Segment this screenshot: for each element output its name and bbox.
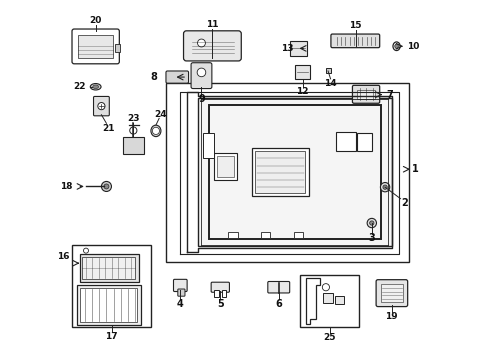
Text: 15: 15 — [349, 21, 361, 30]
FancyBboxPatch shape — [267, 282, 289, 293]
Ellipse shape — [394, 44, 398, 48]
Circle shape — [197, 68, 205, 77]
FancyBboxPatch shape — [183, 31, 241, 61]
Text: 24: 24 — [154, 110, 167, 119]
Text: 14: 14 — [324, 79, 336, 88]
Ellipse shape — [93, 85, 99, 89]
Bar — [115, 44, 120, 51]
Bar — [255, 151, 305, 193]
Bar — [228, 231, 237, 238]
Bar — [72, 244, 151, 327]
Bar — [335, 132, 355, 151]
Bar — [357, 133, 371, 150]
FancyBboxPatch shape — [375, 280, 407, 307]
Bar — [214, 153, 237, 180]
Bar — [251, 148, 308, 196]
Bar — [334, 296, 344, 305]
Circle shape — [101, 181, 111, 192]
FancyBboxPatch shape — [211, 282, 229, 292]
Text: 16: 16 — [57, 252, 69, 261]
Bar — [380, 284, 402, 302]
Bar — [300, 275, 359, 327]
FancyBboxPatch shape — [93, 96, 109, 116]
FancyBboxPatch shape — [330, 34, 379, 48]
Bar — [165, 83, 408, 262]
Text: 9: 9 — [198, 94, 204, 104]
Bar — [203, 134, 214, 158]
Bar — [122, 137, 144, 154]
FancyBboxPatch shape — [178, 289, 184, 296]
Text: 10: 10 — [407, 42, 419, 51]
FancyBboxPatch shape — [72, 29, 119, 64]
FancyBboxPatch shape — [290, 41, 306, 56]
FancyBboxPatch shape — [294, 65, 309, 79]
Circle shape — [98, 103, 105, 110]
Ellipse shape — [151, 125, 161, 136]
Circle shape — [152, 127, 159, 134]
Bar — [80, 253, 139, 282]
Text: 17: 17 — [105, 332, 118, 341]
Bar — [78, 35, 113, 58]
Text: 1: 1 — [411, 164, 418, 174]
Bar — [80, 288, 137, 322]
Text: 21: 21 — [102, 123, 115, 132]
Text: 3: 3 — [367, 233, 374, 243]
Bar — [221, 291, 226, 297]
Circle shape — [366, 219, 376, 228]
Text: 7: 7 — [386, 90, 392, 100]
Ellipse shape — [90, 84, 101, 90]
FancyBboxPatch shape — [191, 63, 211, 89]
Polygon shape — [198, 98, 391, 246]
Bar — [325, 68, 330, 73]
Text: 8: 8 — [150, 72, 158, 82]
Text: 18: 18 — [60, 182, 72, 191]
Bar — [293, 231, 303, 238]
Bar — [260, 231, 269, 238]
FancyBboxPatch shape — [173, 279, 187, 292]
Text: 22: 22 — [73, 82, 86, 91]
Text: 25: 25 — [323, 333, 335, 342]
Bar — [357, 90, 374, 99]
Circle shape — [104, 184, 109, 189]
Text: 11: 11 — [205, 20, 218, 29]
FancyBboxPatch shape — [165, 71, 188, 83]
Text: 19: 19 — [385, 312, 397, 321]
Text: 4: 4 — [177, 299, 183, 309]
Text: 13: 13 — [281, 44, 293, 53]
Text: 6: 6 — [275, 299, 282, 309]
Circle shape — [129, 127, 137, 134]
Text: 5: 5 — [217, 299, 224, 309]
Bar — [323, 293, 332, 303]
Circle shape — [369, 221, 373, 225]
Circle shape — [380, 183, 389, 192]
Bar — [217, 156, 234, 177]
Text: 2: 2 — [401, 198, 407, 208]
Bar — [77, 285, 140, 325]
Text: 12: 12 — [296, 87, 308, 96]
Circle shape — [382, 185, 386, 189]
FancyBboxPatch shape — [352, 85, 379, 103]
Circle shape — [197, 39, 205, 47]
Text: 23: 23 — [127, 114, 139, 123]
Bar — [214, 291, 219, 297]
Text: 20: 20 — [89, 16, 102, 25]
Bar — [82, 257, 135, 279]
